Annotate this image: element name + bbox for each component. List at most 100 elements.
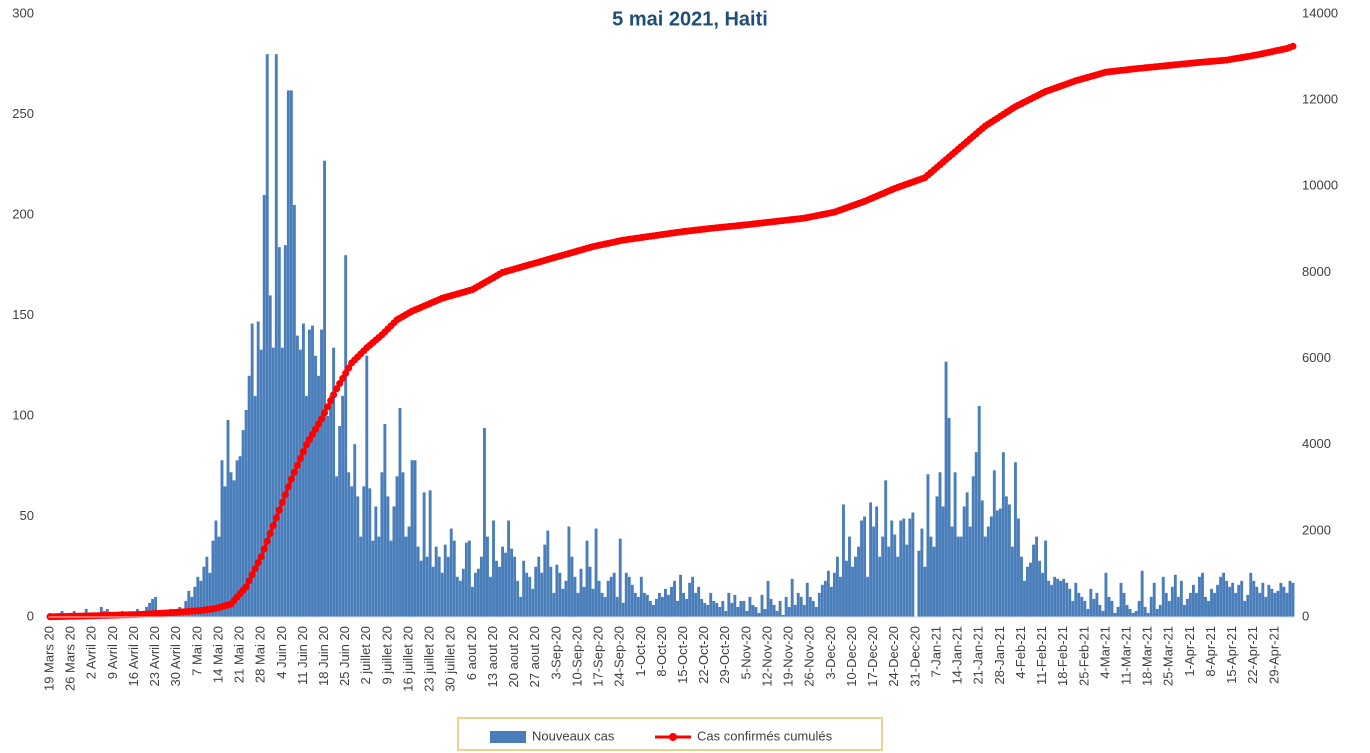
bar <box>845 560 848 617</box>
bar <box>323 160 326 618</box>
bar <box>223 486 227 617</box>
bar <box>205 556 209 617</box>
x-tick-label: 30 Avril 20 <box>168 626 183 686</box>
bar <box>790 578 794 617</box>
bar <box>766 580 770 617</box>
bar <box>627 576 631 617</box>
bar <box>199 580 203 617</box>
bar <box>501 546 504 617</box>
bar <box>863 516 867 617</box>
bar <box>437 556 441 617</box>
bar <box>1185 598 1189 617</box>
x-tick-label: 10-Sep-20 <box>569 626 584 687</box>
bar <box>1252 580 1256 617</box>
line-marker <box>284 483 292 491</box>
line-marker <box>263 537 271 545</box>
bar <box>953 472 957 617</box>
bar <box>654 598 658 617</box>
bar <box>392 506 396 617</box>
x-tick-label: 2 Avril 20 <box>84 626 99 679</box>
x-tick-label: 24-Sep-20 <box>612 626 627 687</box>
x-tick-label: 8-Oct-20 <box>654 626 669 677</box>
line-marker <box>318 415 326 423</box>
bar <box>685 598 689 617</box>
bar <box>866 576 870 617</box>
line-marker <box>302 441 310 449</box>
bar <box>935 496 939 617</box>
x-tick-label: 18-Mar-21 <box>1140 626 1155 686</box>
bar <box>618 538 622 617</box>
y2-tick-label: 12000 <box>1302 92 1338 107</box>
bar <box>458 580 462 617</box>
bar <box>295 335 299 617</box>
bar <box>600 592 604 617</box>
line-marker <box>324 403 332 411</box>
bar <box>983 536 987 617</box>
bar <box>811 600 815 617</box>
bar <box>1044 540 1048 617</box>
bar <box>283 245 287 617</box>
x-tick-label: 22-Apr-21 <box>1245 626 1260 684</box>
bar <box>510 548 514 617</box>
bar <box>1261 582 1265 617</box>
bar <box>410 460 414 617</box>
bar <box>1140 570 1144 617</box>
bar <box>799 596 803 617</box>
bar <box>624 572 628 617</box>
bar <box>1077 592 1081 617</box>
bar <box>1113 612 1117 617</box>
bar <box>1246 594 1250 617</box>
bar <box>814 606 818 617</box>
line-marker <box>275 506 283 514</box>
bar <box>1204 596 1207 617</box>
bar <box>413 460 417 617</box>
x-tick-label: 17-Sep-20 <box>591 626 606 687</box>
bar <box>452 540 456 617</box>
bar <box>1149 596 1153 617</box>
x-tick-label: 8-Apr-21 <box>1203 626 1218 677</box>
x-tick-label: 22-Oct-20 <box>696 626 711 684</box>
bar <box>1198 576 1201 617</box>
bar <box>860 520 864 617</box>
bar <box>1026 566 1029 617</box>
bar <box>1119 582 1123 617</box>
bar <box>350 486 354 617</box>
bar <box>320 329 323 617</box>
bar <box>359 536 363 617</box>
bar <box>1047 580 1051 617</box>
bar <box>842 504 845 617</box>
bar <box>962 506 966 617</box>
bar <box>588 566 592 617</box>
x-tick-label: 30 juillet 20 <box>443 626 458 692</box>
chart-title: 5 mai 2021, Haiti <box>612 8 768 30</box>
bar <box>1080 596 1084 617</box>
bar <box>682 592 686 617</box>
x-tick-label: 18 Juin 20 <box>316 626 331 686</box>
bar <box>959 536 963 617</box>
bar <box>905 544 909 617</box>
bar <box>727 592 731 617</box>
bar <box>989 516 993 617</box>
bar <box>839 576 842 617</box>
bar <box>1068 588 1072 617</box>
bar <box>489 576 492 617</box>
line-marker <box>312 425 319 433</box>
line-marker <box>269 522 277 530</box>
bar <box>1237 584 1241 617</box>
x-tick-label: 31-Dec-20 <box>907 626 922 687</box>
bar <box>775 610 779 617</box>
x-tick-label: 26 Mars 20 <box>63 626 78 691</box>
bar <box>317 375 320 617</box>
bar <box>1155 608 1159 617</box>
bar <box>537 556 541 617</box>
bar <box>259 349 263 617</box>
bar <box>1191 584 1195 617</box>
bar <box>193 586 197 617</box>
legend-swatch <box>490 731 526 743</box>
bar <box>582 586 586 617</box>
bar <box>787 606 791 617</box>
line-marker <box>1289 42 1297 50</box>
bar <box>1285 592 1289 617</box>
bar <box>528 576 532 617</box>
